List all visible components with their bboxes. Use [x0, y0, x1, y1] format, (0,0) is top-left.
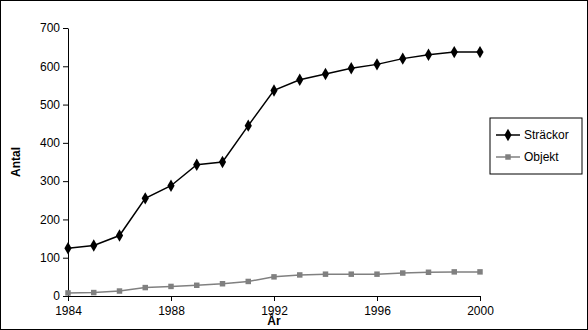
x-tick-mark [171, 296, 172, 301]
series-marker [220, 281, 225, 286]
y-tick-label: 600 [40, 60, 60, 74]
series-marker [373, 58, 380, 70]
y-tick-label: 100 [40, 251, 60, 265]
legend-marker [505, 154, 510, 159]
series-marker [296, 73, 303, 85]
series-line [68, 52, 480, 248]
legend-marker [504, 129, 511, 141]
y-tick-label: 0 [53, 289, 60, 303]
series-marker [117, 288, 122, 293]
series-marker [168, 284, 173, 289]
legend: Sträckor Objekt [490, 118, 582, 174]
y-axis-line [68, 29, 69, 297]
y-tick-mark [63, 28, 68, 29]
y-tick: 600 [40, 60, 68, 74]
x-tick-mark [68, 296, 69, 301]
x-tick-mark [480, 296, 481, 301]
series-marker [322, 68, 329, 80]
x-tick-label: 1984 [55, 304, 82, 318]
y-tick-mark [63, 258, 68, 259]
y-tick: 700 [40, 21, 68, 35]
series-marker [116, 229, 123, 241]
chart: 1984198819921996200001002003004005006007… [0, 0, 588, 330]
series-marker [143, 285, 148, 290]
x-tick-mark [377, 296, 378, 301]
series-marker [476, 46, 483, 58]
legend-label: Objekt [524, 150, 559, 164]
y-tick: 100 [40, 251, 68, 265]
series-marker [426, 270, 431, 275]
series-marker [323, 271, 328, 276]
series-marker [477, 269, 482, 274]
x-tick-label: 1996 [364, 304, 391, 318]
x-tick-label: 1988 [158, 304, 185, 318]
y-axis: 0 100 200 300 400 500 600 700 [40, 21, 69, 303]
y-tick-mark [63, 181, 68, 182]
y-tick-label: 500 [40, 98, 60, 112]
x-tick-mark [274, 296, 275, 301]
series-marker [142, 192, 149, 204]
series-marker [374, 271, 379, 276]
chart-frame [1, 1, 588, 330]
series-marker [425, 49, 432, 61]
series-marker [167, 179, 174, 191]
y-tick: 200 [40, 213, 68, 227]
legend-label: Sträckor [524, 128, 569, 142]
legend-box [490, 118, 582, 174]
y-tick-label: 400 [40, 136, 60, 150]
series-marker [348, 62, 355, 74]
series-marker [65, 290, 70, 295]
y-tick-mark [63, 105, 68, 106]
y-tick-mark [63, 143, 68, 144]
y-tick: 400 [40, 136, 68, 150]
y-tick-mark [63, 296, 68, 297]
series-marker [246, 279, 251, 284]
y-tick: 500 [40, 98, 68, 112]
series-marker [219, 156, 226, 168]
y-tick-label: 300 [40, 174, 60, 188]
x-axis-title: År [267, 313, 281, 328]
series-marker [399, 52, 406, 64]
y-tick: 300 [40, 174, 68, 188]
x-tick: 1996 [364, 296, 391, 318]
y-axis-title: Antal [9, 147, 23, 177]
series-marker [245, 119, 252, 131]
series-marker [452, 269, 457, 274]
y-tick-label: 700 [40, 21, 60, 35]
y-tick-mark [63, 66, 68, 67]
plot-area [64, 46, 483, 296]
series-marker [194, 283, 199, 288]
series-marker [193, 158, 200, 170]
series-marker [451, 46, 458, 58]
series-marker [400, 270, 405, 275]
series-marker [90, 239, 97, 251]
series-marker [349, 271, 354, 276]
x-tick: 2000 [467, 296, 494, 318]
series-marker [271, 274, 276, 279]
series-marker [64, 242, 71, 254]
series-line [68, 272, 480, 293]
y-tick-label: 200 [40, 213, 60, 227]
x-tick-label: 2000 [467, 304, 494, 318]
y-tick-mark [63, 219, 68, 220]
series-marker [91, 290, 96, 295]
series-marker [297, 272, 302, 277]
series-marker [270, 84, 277, 96]
x-tick: 1988 [158, 296, 185, 318]
